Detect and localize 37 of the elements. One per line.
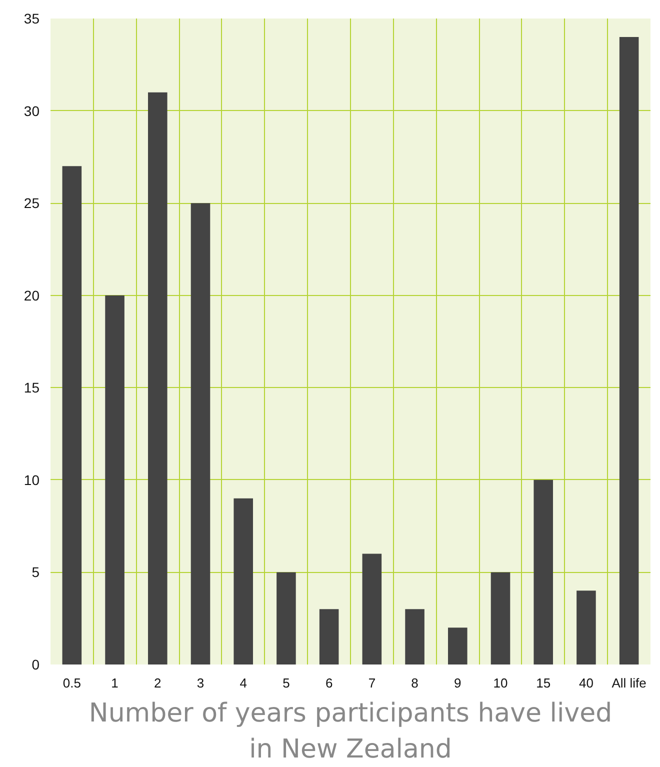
bar <box>534 480 553 664</box>
x-tick-label: 2 <box>154 676 162 690</box>
y-tick-label: 15 <box>24 380 40 396</box>
bar <box>490 572 510 664</box>
bar <box>319 609 339 664</box>
x-tick-label: 9 <box>454 676 462 690</box>
x-tick-label: 10 <box>493 676 508 690</box>
bar <box>148 92 168 664</box>
x-tick-label: 40 <box>578 676 594 690</box>
bar <box>405 609 424 664</box>
y-tick-label: 30 <box>24 102 40 119</box>
x-axis-title: Number of years participants have lived in New Zealand <box>88 698 612 764</box>
x-tick-label: 4 <box>240 676 247 690</box>
x-tick-label: 1 <box>111 676 118 690</box>
bar <box>448 628 468 664</box>
x-tick-label: 8 <box>411 676 418 690</box>
x-tick-label: 0.5 <box>62 676 81 690</box>
bar <box>276 572 296 664</box>
bar <box>619 36 639 664</box>
y-tick-label: 20 <box>24 287 40 304</box>
y-tick-label: 0 <box>32 656 40 672</box>
bar <box>234 498 253 664</box>
bar <box>362 554 382 664</box>
bar <box>576 590 596 664</box>
y-tick-label: 5 <box>32 564 40 580</box>
bar <box>190 203 210 664</box>
x-tick-label: 6 <box>325 676 333 690</box>
x-tick-label: 5 <box>282 676 290 690</box>
x-tick-label: 7 <box>368 676 376 690</box>
x-tick-label: 3 <box>196 676 204 690</box>
y-tick-label: 35 <box>24 10 40 26</box>
bar <box>105 295 124 664</box>
bar <box>62 166 82 664</box>
x-tick-label: 15 <box>536 676 551 690</box>
y-tick-label: 25 <box>24 195 40 212</box>
y-tick-label: 10 <box>24 472 40 488</box>
x-tick-label: All life <box>612 676 646 690</box>
